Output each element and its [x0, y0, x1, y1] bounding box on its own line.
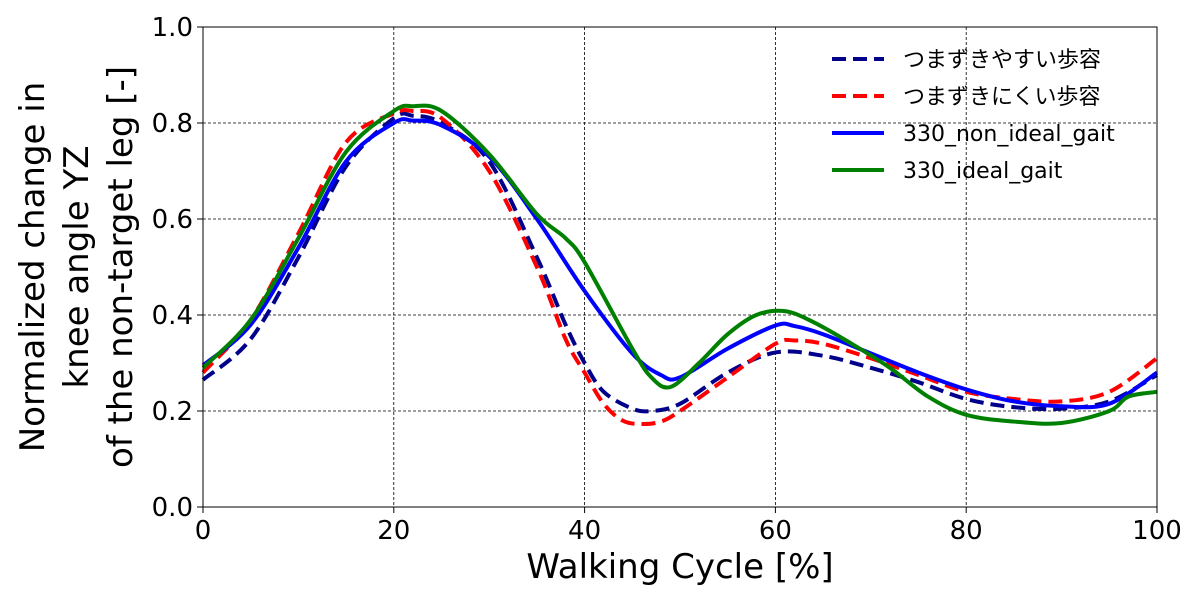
series-line-1	[201, 111, 1158, 414]
y-axis-title-line: Normalized change in	[13, 82, 53, 453]
x-axis-title: Walking Cycle [%]	[526, 547, 833, 587]
series-lines	[201, 103, 1159, 426]
legend-label: つまずきやすい歩容	[903, 48, 1101, 73]
y-axis-title: Normalized change in knee angle YZ of the …	[13, 66, 141, 468]
legend-label: つまずきにくい歩容	[903, 85, 1101, 110]
series-line-3	[201, 117, 1159, 410]
legend-label: 330_ideal_gait	[903, 159, 1063, 184]
x-tick-label: 40	[568, 516, 601, 546]
y-axis-title-line: of the non-target leg [-]	[101, 66, 141, 468]
y-tick-label: 0.8	[152, 109, 193, 139]
axis-ticks: 0 20 40 60 80 100 0.0 0.2 0.4 0.6 0.8 1.0	[152, 13, 1182, 546]
series-line-4	[201, 103, 1158, 426]
y-tick-label: 0.2	[152, 397, 193, 427]
y-axis-title-line: knee angle YZ	[57, 145, 97, 388]
y-tick-label: 1.0	[152, 13, 193, 43]
y-tick-label: 0.0	[152, 493, 193, 523]
y-tick-label: 0.4	[152, 301, 193, 331]
y-tick-label: 0.6	[152, 205, 193, 235]
x-tick-label: 100	[1132, 516, 1182, 546]
x-tick-label: 60	[759, 516, 792, 546]
gridlines	[203, 27, 1157, 507]
plot-frame	[202, 26, 1158, 508]
series-line-2	[201, 107, 1159, 426]
x-tick-label: 80	[950, 516, 983, 546]
legend-label: 330_non_ideal_gait	[903, 122, 1115, 147]
x-tick-label: 0	[195, 516, 212, 546]
x-tick-label: 20	[377, 516, 410, 546]
